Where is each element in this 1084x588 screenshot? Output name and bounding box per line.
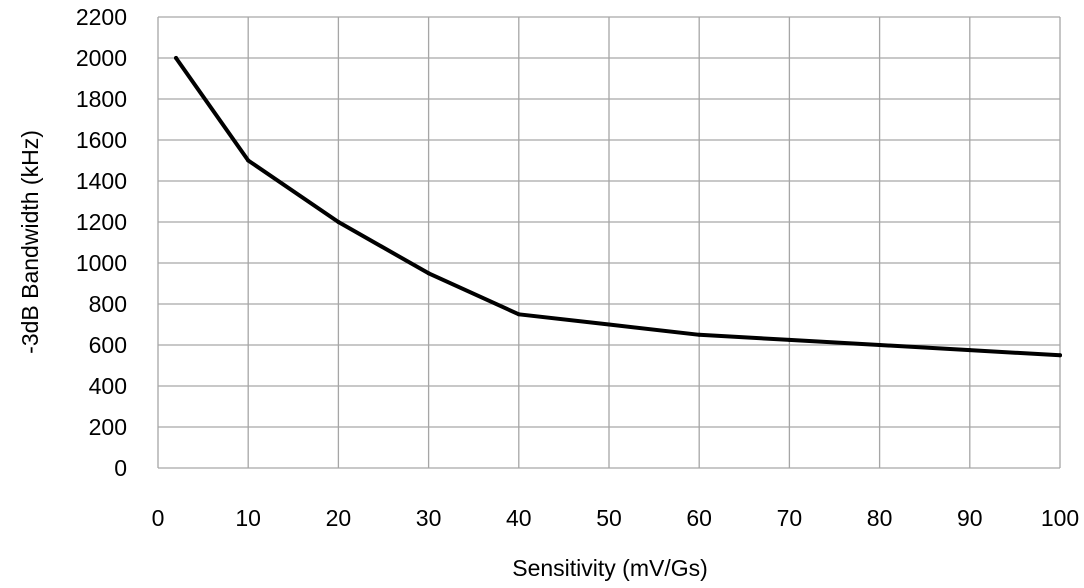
y-tick-label: 1200 (76, 209, 127, 235)
y-tick-label: 1000 (76, 250, 127, 276)
data-point (174, 56, 179, 60)
data-point (877, 343, 882, 347)
x-tick-label: 10 (235, 505, 261, 531)
x-tick-label: 40 (506, 505, 532, 531)
y-tick-label: 0 (114, 455, 127, 481)
x-tick-label: 50 (596, 505, 622, 531)
x-tick-label: 100 (1041, 505, 1079, 531)
x-tick-label: 30 (416, 505, 442, 531)
x-tick-label: 70 (777, 505, 803, 531)
data-point (1058, 353, 1062, 358)
y-tick-label: 600 (89, 332, 127, 358)
x-tick-label: 60 (686, 505, 712, 531)
series-line-0 (174, 56, 1062, 358)
y-tick-label: 2200 (76, 4, 127, 30)
data-point (426, 271, 431, 276)
data-point (336, 220, 341, 224)
y-tick-label: 2000 (76, 45, 127, 71)
data-point (697, 332, 702, 337)
y-axis-title: -3dB Bandwidth (kHz) (17, 130, 43, 354)
x-tick-label: 80 (867, 505, 893, 531)
y-tick-label: 200 (89, 414, 127, 440)
grid (157, 16, 1061, 469)
data-point (246, 158, 251, 163)
x-tick-label: 20 (326, 505, 352, 531)
data-point (787, 337, 792, 342)
x-tick-labels: 0 10 20 30 40 50 60 70 80 90 100 (152, 505, 1080, 531)
series-layer (174, 56, 1062, 358)
y-tick-labels: 0 200 400 600 800 1000 1200 1400 1600 1800 2000 220… (76, 4, 127, 481)
y-tick-label: 800 (89, 291, 127, 317)
y-tick-label: 1400 (76, 168, 127, 194)
data-point (967, 348, 972, 353)
y-tick-label: 400 (89, 373, 127, 399)
y-tick-label: 1600 (76, 127, 127, 153)
data-point (607, 322, 611, 327)
x-tick-label: 90 (957, 505, 983, 531)
x-axis-title: Sensitivity (mV/Gs) (512, 555, 708, 581)
data-point (516, 312, 521, 317)
y-tick-label: 1800 (76, 86, 127, 112)
x-tick-label: 0 (152, 505, 165, 531)
